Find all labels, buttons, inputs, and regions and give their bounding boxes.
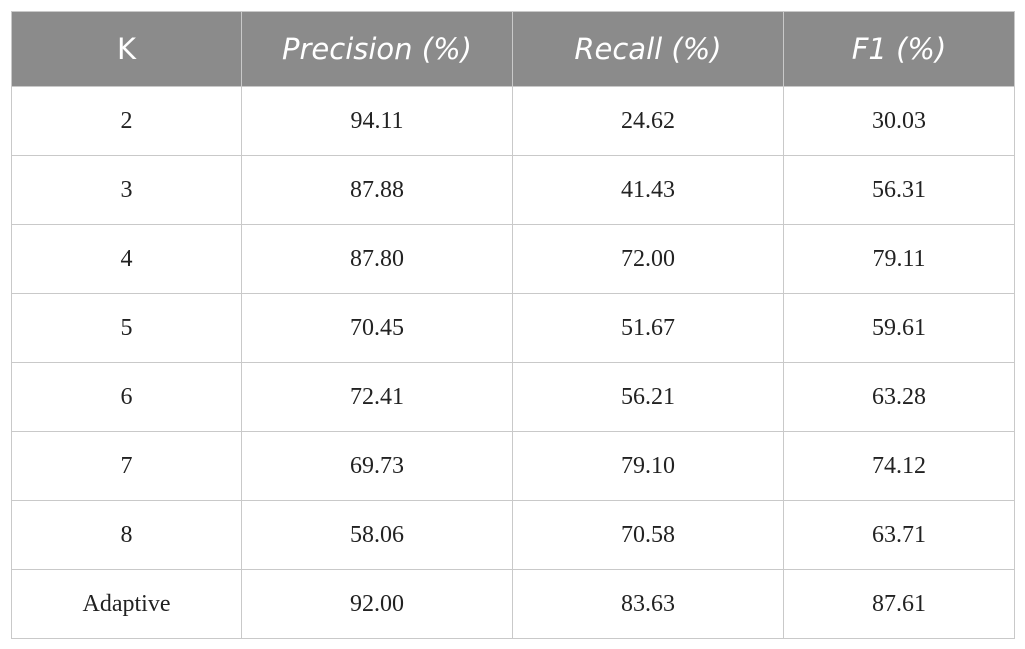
table-row: 5 70.45 51.67 59.61	[11, 293, 1015, 363]
table-row: 2 94.11 24.62 30.03	[11, 86, 1015, 156]
table-cell: 74.12	[783, 431, 1015, 501]
table-cell: 56.31	[783, 155, 1015, 225]
table-cell: 94.11	[241, 86, 513, 156]
table-cell: 72.00	[512, 224, 784, 294]
table-row: Adaptive 92.00 83.63 87.61	[11, 569, 1015, 639]
table-cell: 58.06	[241, 500, 513, 570]
table-row: 3 87.88 41.43 56.31	[11, 155, 1015, 225]
table-cell: 7	[11, 431, 242, 501]
table-cell: 8	[11, 500, 242, 570]
table-cell: 79.10	[512, 431, 784, 501]
table-cell: 87.61	[783, 569, 1015, 639]
table-cell: 92.00	[241, 569, 513, 639]
table-cell: 2	[11, 86, 242, 156]
table-row: 8 58.06 70.58 63.71	[11, 500, 1015, 570]
table-cell: 4	[11, 224, 242, 294]
table-cell: 6	[11, 362, 242, 432]
table-cell: 30.03	[783, 86, 1015, 156]
table-row: 4 87.80 72.00 79.11	[11, 224, 1015, 294]
table-cell: 72.41	[241, 362, 513, 432]
table-cell: 56.21	[512, 362, 784, 432]
column-header: Recall (%)	[512, 11, 784, 87]
table-row: 7 69.73 79.10 74.12	[11, 431, 1015, 501]
table-cell: 63.71	[783, 500, 1015, 570]
header-row: K Precision (%) Recall (%) F1 (%)	[11, 11, 1015, 87]
table-cell: 51.67	[512, 293, 784, 363]
column-header: Precision (%)	[241, 11, 513, 87]
table-cell: 83.63	[512, 569, 784, 639]
table-cell: Adaptive	[11, 569, 242, 639]
table-cell: 24.62	[512, 86, 784, 156]
table-header: K Precision (%) Recall (%) F1 (%)	[11, 11, 1015, 87]
table-cell: 87.88	[241, 155, 513, 225]
table-cell: 87.80	[241, 224, 513, 294]
table-cell: 79.11	[783, 224, 1015, 294]
table-cell: 59.61	[783, 293, 1015, 363]
table-cell: 5	[11, 293, 242, 363]
table-cell: 3	[11, 155, 242, 225]
table-cell: 69.73	[241, 431, 513, 501]
table-cell: 41.43	[512, 155, 784, 225]
table-row: 6 72.41 56.21 63.28	[11, 362, 1015, 432]
table-cell: 63.28	[783, 362, 1015, 432]
table-body: 2 94.11 24.62 30.03 3 87.88 41.43 56.31 4 87.80 72…	[11, 86, 1015, 639]
table-cell: 70.45	[241, 293, 513, 363]
results-table: K Precision (%) Recall (%) F1 (%) 2 94.11 24.…	[11, 11, 1015, 639]
column-header: F1 (%)	[783, 11, 1015, 87]
column-header: K	[11, 11, 242, 87]
table-cell: 70.58	[512, 500, 784, 570]
